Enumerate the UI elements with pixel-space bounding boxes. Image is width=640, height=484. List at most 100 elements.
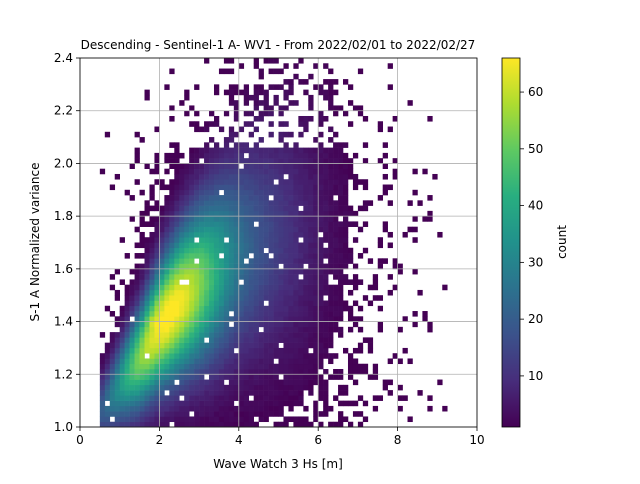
heatmap-cell (209, 258, 215, 264)
heatmap-cell (248, 268, 254, 275)
heatmap-cell (119, 337, 125, 343)
heatmap-cell (174, 258, 180, 264)
heatmap-cell (209, 379, 215, 386)
heatmap-cell (313, 358, 319, 365)
heatmap-cell (253, 100, 259, 106)
heatmap-cell (338, 390, 344, 396)
heatmap-cell (283, 163, 289, 169)
heatmap-cell (184, 395, 190, 401)
heatmap-cell (114, 173, 120, 180)
heatmap-cell (194, 390, 200, 396)
heatmap-cell (139, 274, 145, 280)
heatmap-cell (218, 358, 225, 365)
heatmap-cell (184, 405, 190, 412)
heatmap-cell (323, 411, 329, 417)
heatmap-cell (253, 163, 259, 169)
heatmap-cell (278, 84, 284, 90)
heatmap-cell (248, 237, 254, 243)
heatmap-cell (303, 289, 309, 296)
heatmap-cell (144, 295, 150, 301)
heatmap-cell (204, 384, 210, 391)
heatmap-cell (149, 332, 155, 338)
heatmap-cell (238, 168, 245, 175)
heatmap-cell (328, 216, 334, 222)
heatmap-cell (298, 279, 304, 285)
heatmap-cell (189, 158, 195, 164)
heatmap-cell (204, 210, 210, 217)
heatmap-cell (213, 210, 220, 217)
heatmap-cell (278, 221, 284, 227)
heatmap-cell (248, 305, 254, 312)
heatmap-cell (228, 405, 235, 412)
heatmap-cell (238, 289, 245, 296)
heatmap-cell (223, 263, 230, 270)
heatmap-cell (199, 279, 205, 285)
heatmap-cell (189, 184, 195, 191)
heatmap-cell (194, 216, 200, 222)
heatmap-cell (129, 400, 135, 407)
heatmap-cell (243, 100, 250, 106)
heatmap-cell (169, 316, 175, 322)
heatmap-cell (273, 221, 279, 227)
heatmap-cell (149, 326, 155, 333)
heatmap-cell (238, 263, 245, 270)
heatmap-cell (164, 268, 170, 275)
heatmap-cell (313, 84, 319, 90)
heatmap-cell (263, 58, 269, 64)
heatmap-cell (124, 284, 130, 291)
heatmap-cell (338, 374, 344, 380)
heatmap-cell (119, 332, 125, 338)
heatmap-cell (164, 279, 170, 285)
heatmap-cell (318, 395, 324, 401)
heatmap-cell (223, 258, 230, 264)
heatmap-cell (253, 168, 259, 175)
heatmap-cell (114, 411, 120, 417)
heatmap-cell (189, 369, 195, 375)
heatmap-cell (323, 342, 329, 349)
heatmap-cell (199, 226, 205, 233)
heatmap-cell (179, 332, 185, 338)
heatmap-cell (154, 305, 160, 312)
heatmap-cell (119, 379, 125, 386)
heatmap-cell (199, 316, 205, 322)
heatmap-cell (333, 242, 339, 249)
heatmap-cell (357, 342, 364, 349)
heatmap-cell (139, 347, 145, 354)
heatmap-cell (189, 363, 195, 370)
heatmap-cell (372, 274, 379, 280)
heatmap-cell (223, 168, 230, 175)
heatmap-cell (213, 263, 220, 270)
heatmap-cell (228, 374, 235, 380)
heatmap-cell (273, 210, 279, 217)
heatmap-cell (223, 158, 230, 164)
heatmap-cell (293, 179, 299, 185)
heatmap-cell (218, 242, 225, 249)
heatmap-cell (357, 421, 364, 428)
heatmap-cell (308, 210, 314, 217)
heatmap-cell (149, 195, 155, 201)
heatmap-cell (268, 226, 274, 233)
heatmap-cell (343, 300, 349, 307)
heatmap-cell (258, 237, 264, 243)
heatmap-cell (243, 179, 250, 185)
heatmap-cell (174, 142, 180, 148)
heatmap-cell (154, 247, 160, 254)
heatmap-cell (134, 131, 140, 138)
heatmap-cell (313, 226, 319, 233)
heatmap-cell (347, 400, 354, 407)
heatmap-cell (288, 147, 294, 154)
heatmap-cell (184, 173, 190, 180)
heatmap-cell (313, 63, 319, 69)
heatmap-cell (184, 179, 190, 185)
heatmap-cell (228, 242, 235, 249)
heatmap-cell (382, 189, 388, 196)
heatmap-cell (243, 263, 250, 270)
heatmap-cell (149, 311, 155, 317)
heatmap-cell (119, 421, 125, 428)
heatmap-cell (273, 390, 279, 396)
x-tick-label: 0 (76, 433, 84, 447)
heatmap-cell (189, 253, 195, 259)
heatmap-cell (223, 416, 230, 423)
heatmap-cell (333, 200, 339, 206)
heatmap-cell (179, 242, 185, 249)
